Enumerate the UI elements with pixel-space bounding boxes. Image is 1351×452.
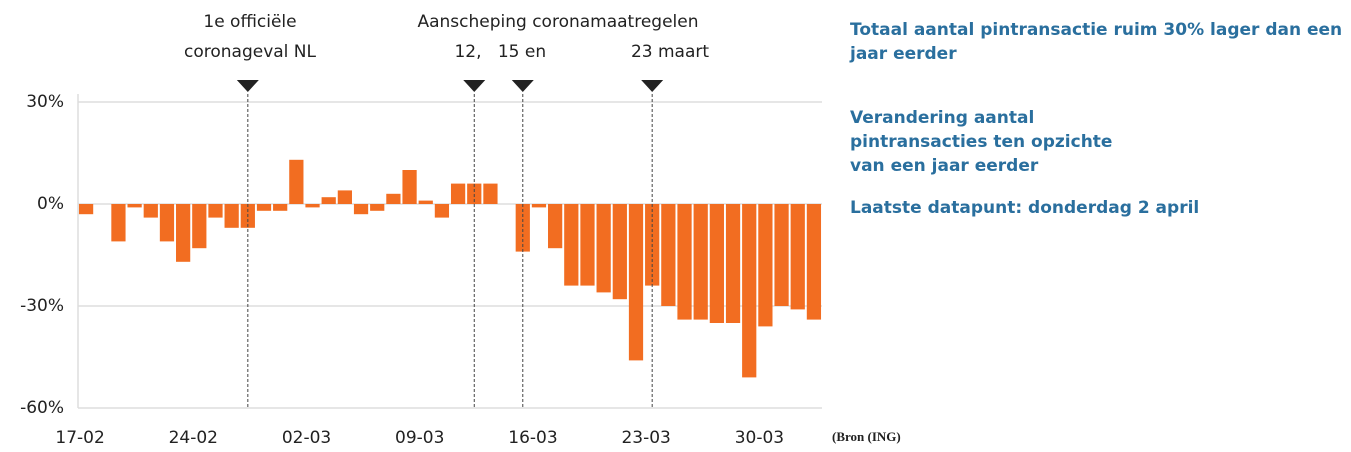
y-tick-label: -30% bbox=[20, 296, 64, 316]
bar bbox=[256, 204, 272, 211]
event-marker bbox=[463, 80, 486, 92]
annotation: 1e officiële bbox=[203, 12, 296, 32]
bar bbox=[402, 170, 417, 204]
bar bbox=[353, 204, 369, 215]
bar bbox=[612, 204, 627, 300]
x-tick-label: 23-03 bbox=[621, 428, 670, 448]
bar bbox=[450, 183, 466, 204]
bar bbox=[806, 204, 822, 320]
bar bbox=[531, 204, 547, 208]
x-tick-label: 16-03 bbox=[508, 428, 557, 448]
bar bbox=[143, 204, 158, 218]
x-tick-label: 09-03 bbox=[395, 428, 444, 448]
x-tick-label: 17-02 bbox=[55, 428, 104, 448]
bar bbox=[111, 204, 126, 242]
annotation: coronageval NL bbox=[184, 42, 317, 62]
bar bbox=[159, 204, 175, 242]
bar bbox=[208, 204, 223, 218]
bar bbox=[321, 197, 336, 204]
y-tick-label: -60% bbox=[20, 398, 64, 418]
annotation: 15 en bbox=[498, 42, 546, 62]
x-tick-label: 30-03 bbox=[735, 428, 784, 448]
side-text: Totaal aantal pintransactie ruim 30% lag… bbox=[850, 20, 1343, 64]
bar bbox=[790, 204, 805, 310]
bar bbox=[386, 193, 401, 204]
x-tick-label: 02-03 bbox=[282, 428, 331, 448]
source: (Bron (ING) bbox=[832, 429, 901, 444]
side-text: Verandering aantal pintransacties ten op… bbox=[850, 108, 1113, 176]
bar bbox=[370, 204, 385, 211]
bar bbox=[709, 204, 724, 323]
bar bbox=[580, 204, 595, 286]
y-tick-label: 0% bbox=[37, 194, 64, 214]
y-tick-label: 30% bbox=[26, 92, 64, 112]
bar bbox=[515, 204, 530, 252]
event-marker bbox=[511, 80, 534, 92]
bar bbox=[305, 204, 320, 208]
bar bbox=[337, 190, 352, 204]
bar bbox=[176, 204, 191, 262]
bar bbox=[661, 204, 676, 306]
bar bbox=[467, 183, 482, 204]
annotation: 23 maart bbox=[631, 42, 709, 62]
bar bbox=[289, 159, 304, 204]
annotation: Aanscheping coronamaatregelen bbox=[417, 12, 698, 32]
bar bbox=[273, 204, 288, 211]
bar bbox=[758, 204, 773, 327]
bar bbox=[127, 204, 142, 208]
bar bbox=[224, 204, 239, 228]
bar bbox=[418, 200, 433, 204]
bar bbox=[192, 204, 207, 249]
bar bbox=[483, 183, 498, 204]
bar bbox=[564, 204, 579, 286]
side-text: Laatste datapunt: donderdag 2 april bbox=[850, 198, 1200, 218]
bar bbox=[548, 204, 563, 249]
bar bbox=[693, 204, 708, 320]
bar bbox=[677, 204, 692, 320]
bar bbox=[434, 204, 450, 218]
x-tick-label: 24-02 bbox=[169, 428, 218, 448]
event-marker bbox=[641, 80, 664, 92]
bar bbox=[628, 204, 644, 361]
bar bbox=[596, 204, 611, 293]
event-marker bbox=[236, 80, 259, 92]
bar bbox=[725, 204, 741, 323]
bar bbox=[78, 204, 94, 215]
bar bbox=[774, 204, 789, 306]
annotation: 12, bbox=[454, 42, 481, 62]
bar bbox=[742, 204, 757, 378]
